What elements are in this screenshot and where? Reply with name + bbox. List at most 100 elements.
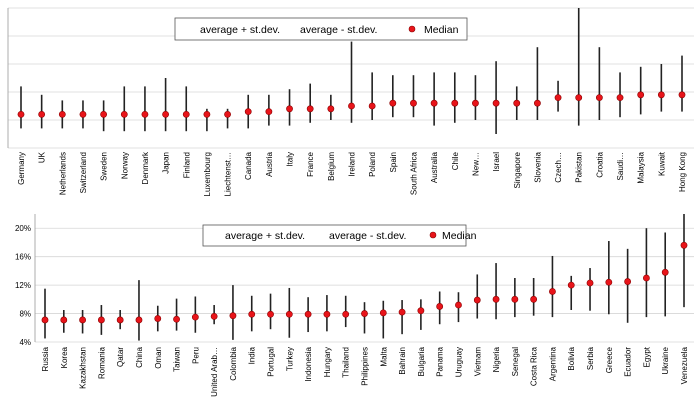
median-marker-italy	[286, 105, 293, 113]
median-marker-venezuela	[680, 241, 688, 249]
x-tick-label-bolivia: Bolivia	[567, 346, 576, 370]
median-marker-finland	[182, 111, 190, 118]
x-tick-label-belgium: Belgium	[327, 152, 336, 181]
median-marker-czech	[554, 94, 562, 101]
x-tick-label-turkey: Turkey	[285, 347, 294, 371]
x-tick-label-saudi: Saudi…	[616, 152, 625, 180]
x-tick-label-liechtenst: Liechtenst…	[224, 152, 233, 196]
x-tick-label-taiwan: Taiwan	[173, 347, 182, 372]
median-marker-norway	[120, 111, 128, 118]
top-x-tick-labels: Germany UK Netherlands Switzerland Sweden Nor…	[17, 151, 687, 196]
median-marker-malaysia	[637, 91, 645, 99]
x-tick-label-spain: Spain	[389, 152, 398, 172]
x-tick-label-ireland: Ireland	[348, 152, 357, 176]
bottom-legend-box	[202, 224, 467, 247]
median-marker-denmark	[141, 111, 149, 118]
x-tick-label-norway: Norway	[120, 152, 129, 179]
top-medians	[17, 91, 686, 118]
x-tick-label-sweden: Sweden	[100, 152, 109, 181]
bottom-legend-median-label: Median	[442, 230, 477, 242]
x-tick-label-nigeria: Nigeria	[492, 346, 501, 372]
median-marker-japan	[162, 111, 169, 118]
bottom-y-tick-labels: 4% 8% 12% 16% 20%	[15, 224, 31, 347]
median-marker-singapore	[513, 99, 521, 107]
x-tick-label-indonesia: Indonesia	[304, 346, 313, 381]
x-tick-label-chile: Chile	[451, 151, 460, 170]
x-tick-label-russia: Russia	[41, 346, 50, 371]
median-marker-nigeria	[492, 295, 500, 303]
median-marker-romania	[97, 316, 105, 324]
median-marker-russia	[41, 316, 49, 324]
y-tick-label: 8%	[19, 310, 31, 319]
bottom-legend: average + st.dev. average - st.dev. Medi…	[202, 224, 477, 247]
x-tick-label-colombia: Colombia	[229, 346, 238, 380]
x-tick-label-peru: Peru	[191, 347, 200, 364]
median-marker-ukraine	[661, 268, 669, 276]
x-tick-label-bulgaria: Bulgaria	[417, 346, 426, 376]
median-marker-egypt	[643, 274, 650, 282]
median-marker-korea	[60, 316, 68, 324]
x-tick-label-czech: Czech…	[554, 152, 563, 183]
x-tick-label-denmark: Denmark	[141, 151, 150, 184]
median-marker-south-africa	[410, 99, 417, 107]
median-marker-netherlands	[58, 111, 66, 118]
median-marker-hungary	[323, 310, 331, 318]
median-marker-philippines	[361, 310, 368, 317]
median-marker-bulgaria	[417, 307, 425, 315]
median-marker-costa-rica	[530, 295, 538, 303]
y-tick-label: 20%	[15, 224, 31, 233]
median-marker-saudi	[616, 94, 624, 101]
x-tick-label-italy: Italy	[286, 152, 295, 167]
x-tick-label-united-arab: United Arab…	[210, 347, 219, 397]
median-marker-qatar	[116, 316, 124, 324]
x-tick-label-poland: Poland	[368, 152, 377, 177]
top-legend-plus-label: average + st.dev.	[200, 24, 280, 36]
x-tick-label-india: India	[248, 346, 257, 364]
x-tick-label-hong-kong: Hong Kong	[678, 152, 687, 192]
median-marker-portugal	[267, 310, 274, 318]
x-tick-label-korea: Korea	[60, 346, 69, 368]
x-tick-label-kazakhstan: Kazakhstan	[79, 347, 88, 389]
median-marker-sweden	[100, 111, 108, 118]
x-tick-label-bahrain: Bahrain	[398, 347, 407, 375]
x-tick-label-qatar: Qatar	[116, 347, 125, 367]
y-tick-label: 12%	[15, 281, 31, 290]
x-tick-label-new: New…	[471, 152, 480, 176]
median-marker-luxembourg	[203, 111, 211, 118]
median-marker-panama	[436, 303, 444, 310]
median-marker-switzerland	[79, 111, 87, 118]
bottom-legend-median-marker	[429, 231, 437, 239]
median-marker-malta	[379, 309, 387, 317]
median-marker-colombia	[229, 312, 237, 320]
x-tick-label-philippines: Philippines	[361, 347, 370, 386]
x-tick-label-uk: UK	[38, 151, 47, 163]
top-legend: average + st.dev. average - st.dev. Medi…	[174, 17, 468, 41]
median-marker-slovenia	[534, 99, 541, 107]
x-tick-label-portugal: Portugal	[267, 347, 276, 377]
x-tick-label-romania: Romania	[97, 346, 106, 379]
median-marker-uk	[38, 111, 46, 118]
median-marker-china	[135, 316, 143, 324]
median-marker-chile	[451, 99, 459, 107]
median-marker-vietnam	[473, 296, 481, 304]
x-tick-label-switzerland: Switzerland	[79, 152, 88, 193]
x-tick-label-france: France	[306, 151, 315, 176]
median-marker-india	[248, 310, 256, 318]
median-marker-kuwait	[657, 91, 665, 99]
median-marker-kazakhstan	[79, 316, 86, 324]
top-whiskers	[20, 8, 683, 134]
x-tick-label-oman: Oman	[154, 347, 163, 369]
top-legend-box	[174, 17, 468, 41]
y-tick-label: 16%	[15, 253, 31, 262]
x-tick-label-australia: Australia	[430, 151, 439, 183]
median-marker-greece	[605, 278, 613, 286]
median-marker-israel	[492, 99, 500, 107]
median-marker-uruguay	[455, 301, 462, 309]
median-marker-liechtenst	[224, 111, 231, 118]
y-tick-label: 4%	[19, 338, 31, 347]
x-tick-label-venezuela: Venezuela	[680, 346, 689, 384]
median-marker-indonesia	[304, 310, 312, 318]
x-tick-label-germany: Germany	[17, 152, 26, 185]
x-tick-label-costa-rica: Costa Rica	[530, 346, 539, 386]
